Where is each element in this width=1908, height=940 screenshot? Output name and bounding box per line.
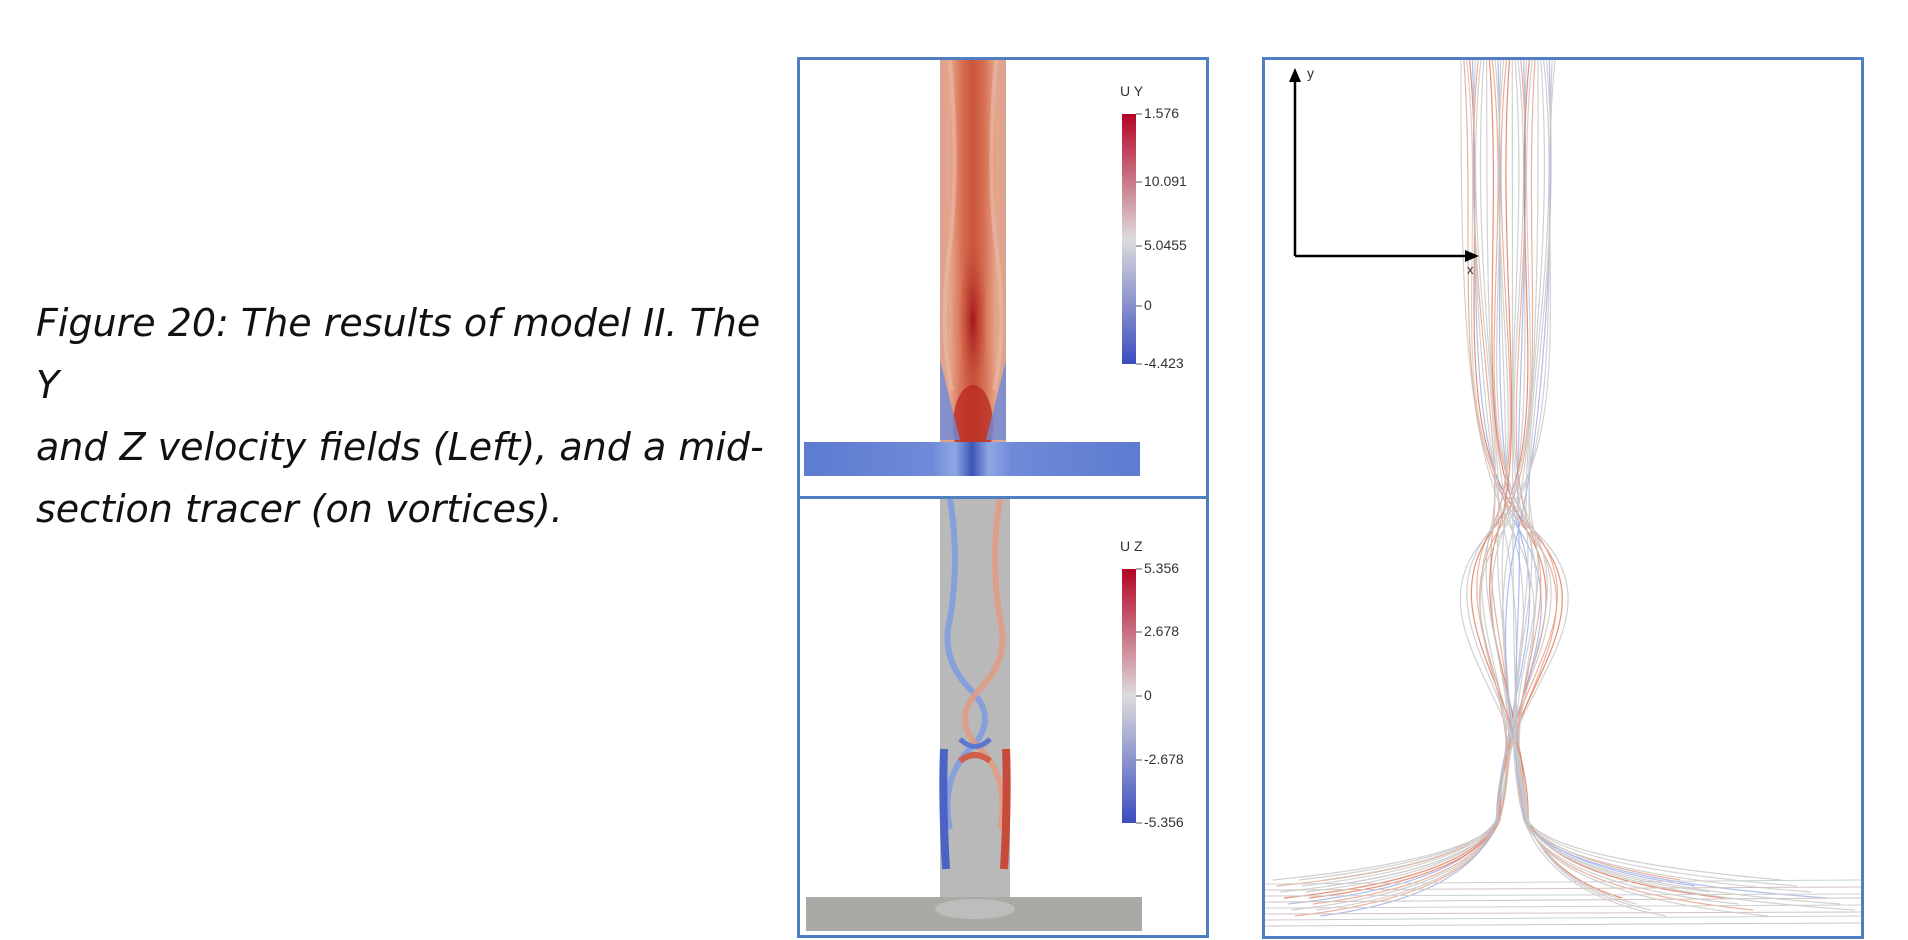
uz-tick-label: 5.356 <box>1144 560 1179 576</box>
uy-tick-label: -4.423 <box>1144 355 1184 371</box>
caption-line-1: Figure 20: The results of model II. The … <box>36 301 761 407</box>
uz-colorbar <box>1122 569 1136 823</box>
streamline-group <box>1265 60 1861 927</box>
base-streamline <box>1265 879 1861 885</box>
tracer-plot: y x <box>1265 60 1861 927</box>
streamline <box>1515 60 1696 887</box>
uz-tick-label: -2.678 <box>1144 751 1184 767</box>
streamline <box>1504 60 1826 899</box>
base-streamline <box>1265 904 1861 909</box>
figure-caption: Figure 20: The results of model II. The … <box>36 292 776 540</box>
streamline <box>1291 60 1518 911</box>
base-streamline <box>1265 922 1861 927</box>
y-arrowhead-icon <box>1289 68 1301 82</box>
streamline <box>1327 60 1509 887</box>
tracer-streamline-panel: y x <box>1262 57 1864 939</box>
y-axis-label: y <box>1307 65 1314 81</box>
streamline <box>1294 60 1511 917</box>
uz-velocity-panel: U Z 5.356 2.678 0 -2.678 -5.356 <box>797 496 1209 938</box>
streamline <box>1309 60 1547 899</box>
x-axis-label: x <box>1467 262 1474 277</box>
uy-tick-label: 0 <box>1144 297 1152 313</box>
uy-field-plot: U Y 1.576 10.091 5.0455 0 -4.423 <box>804 60 1187 476</box>
streamline <box>1323 60 1508 881</box>
streamline <box>1302 60 1510 887</box>
base-streamline <box>1265 897 1861 903</box>
streamline <box>1466 60 1739 905</box>
uy-base-channel <box>804 442 1140 476</box>
uy-legend-title: U Y <box>1120 83 1144 99</box>
streamline <box>1459 60 1856 911</box>
uz-tick-label: 0 <box>1144 687 1152 703</box>
uy-tick-label: 10.091 <box>1144 173 1187 189</box>
uy-colorbar <box>1122 114 1136 364</box>
streamline <box>1298 60 1510 881</box>
streamline <box>1287 60 1542 905</box>
streamline <box>1470 60 1725 899</box>
streamline <box>1312 60 1558 905</box>
uz-tick-label: -5.356 <box>1144 814 1184 830</box>
base-streamline <box>1265 886 1861 891</box>
streamline <box>1515 60 1681 881</box>
uz-legend-title: U Z <box>1120 538 1143 554</box>
caption-line-3: section tracer (on vortices). <box>36 487 563 531</box>
streamline <box>1331 60 1511 893</box>
caption-line-2: and Z velocity fields (Left), and a mid- <box>36 425 764 469</box>
streamline <box>1512 60 1652 911</box>
streamline <box>1513 60 1667 917</box>
streamline <box>1479 60 1841 905</box>
streamline <box>1515 60 1797 887</box>
uz-field-plot: U Z 5.356 2.678 0 -2.678 -5.356 <box>806 499 1184 931</box>
base-streamline <box>1265 915 1861 921</box>
streamline <box>1320 60 1531 917</box>
x-arrowhead-icon <box>1465 250 1479 262</box>
streamline <box>1514 60 1783 881</box>
base-streamline <box>1265 911 1861 915</box>
streamline <box>1316 60 1552 911</box>
uy-tick-label: 1.576 <box>1144 105 1179 121</box>
uz-tick-label: 2.678 <box>1144 623 1179 639</box>
uy-velocity-panel: U Y 1.576 10.091 5.0455 0 -4.423 <box>797 57 1209 499</box>
streamline <box>1305 60 1524 893</box>
streamline <box>1502 60 1768 917</box>
streamline <box>1511 60 1637 905</box>
streamline <box>1513 60 1812 893</box>
streamline <box>1489 60 1623 899</box>
uy-tick-label: 5.0455 <box>1144 237 1187 253</box>
base-streamline <box>1265 893 1861 897</box>
